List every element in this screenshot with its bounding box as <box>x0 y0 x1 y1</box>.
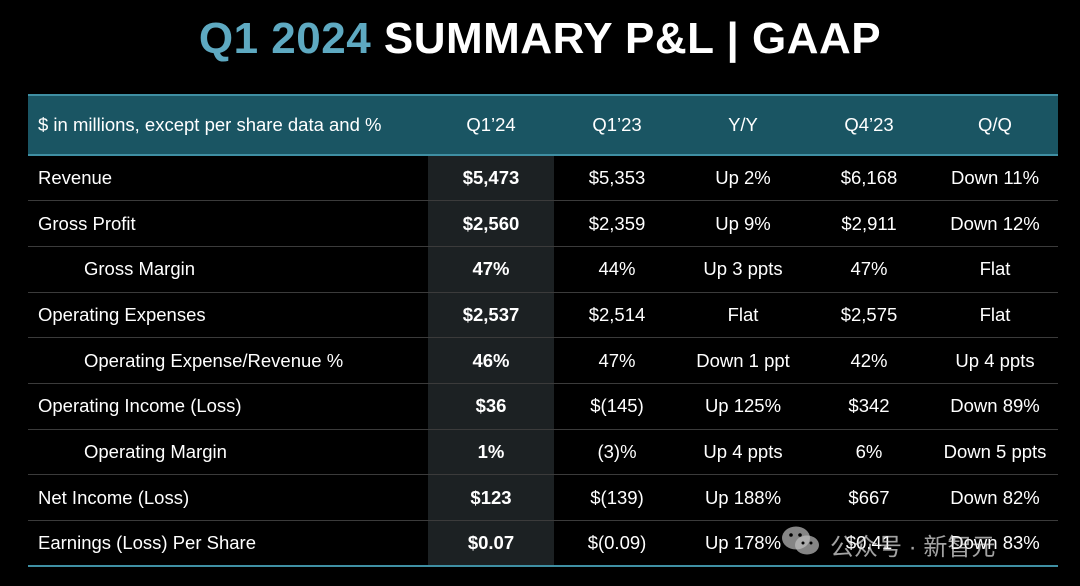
table-row: Revenue $5,473 $5,353 Up 2% $6,168 Down … <box>28 155 1058 202</box>
cell-q4-23: $2,575 <box>806 292 932 339</box>
title-period: Q1 2024 <box>198 14 372 63</box>
cell-q1-24: 1% <box>428 429 554 476</box>
cell-q1-23: $(0.09) <box>554 520 680 568</box>
cell-qq: Down 12% <box>932 200 1058 247</box>
cell-q1-23: 47% <box>554 337 680 384</box>
wechat-icon <box>780 523 822 566</box>
cell-yy: Up 9% <box>680 200 806 247</box>
cell-q1-23: (3)% <box>554 429 680 476</box>
cell-q4-23: 47% <box>806 246 932 293</box>
cell-q4-23: $0.41 <box>806 520 932 568</box>
cell-yy: Down 1 ppt <box>680 337 806 384</box>
cell-q4-23: 42% <box>806 337 932 384</box>
cell-yy: Flat <box>680 292 806 339</box>
table-row: Gross Profit $2,560 $2,359 Up 9% $2,911 … <box>28 200 1058 247</box>
cell-qq: Down 82% <box>932 474 1058 521</box>
cell-q1-24: 47% <box>428 246 554 293</box>
row-label: Earnings (Loss) Per Share <box>28 520 428 568</box>
cell-qq: Down 11% <box>932 155 1058 202</box>
watermark: 公众号 · 新智元 <box>780 524 995 564</box>
table-header-row: $ in millions, except per share data and… <box>28 94 1058 156</box>
row-label: Gross Margin <box>28 246 428 293</box>
row-label: Gross Profit <box>28 200 428 247</box>
cell-q1-24: $2,537 <box>428 292 554 339</box>
cell-qq: Down 5 ppts <box>932 429 1058 476</box>
column-header-q1-23: Q1’23 <box>554 94 680 156</box>
cell-q1-24: 46% <box>428 337 554 384</box>
cell-q4-23: $667 <box>806 474 932 521</box>
cell-q4-23: 6% <box>806 429 932 476</box>
cell-q1-24: $36 <box>428 383 554 430</box>
table-row: Operating Margin 1% (3)% Up 4 ppts 6% Do… <box>28 429 1058 476</box>
table-row: Operating Income (Loss) $36 $(145) Up 12… <box>28 383 1058 430</box>
cell-yy: Up 4 ppts <box>680 429 806 476</box>
cell-yy: Up 2% <box>680 155 806 202</box>
cell-q1-23: $2,359 <box>554 200 680 247</box>
cell-q1-24: $123 <box>428 474 554 521</box>
cell-qq: Flat <box>932 246 1058 293</box>
cell-yy: Up 178% <box>680 520 806 568</box>
cell-q1-23: 44% <box>554 246 680 293</box>
row-label: Operating Expenses <box>28 292 428 339</box>
watermark-text: 公众号 · 新智元 <box>830 533 996 561</box>
cell-q1-23: $(139) <box>554 474 680 521</box>
cell-yy: Up 3 ppts <box>680 246 806 293</box>
cell-q1-23: $(145) <box>554 383 680 430</box>
cell-qq: Flat <box>932 292 1058 339</box>
row-label: Operating Income (Loss) <box>28 383 428 430</box>
table-row: Operating Expense/Revenue % 46% 47% Down… <box>28 337 1058 384</box>
column-header-q1-24: Q1’24 <box>428 94 554 156</box>
cell-q1-23: $5,353 <box>554 155 680 202</box>
row-label: Net Income (Loss) <box>28 474 428 521</box>
page-title: Q1 2024 SUMMARY P&L | GAAP <box>0 14 1080 64</box>
cell-q1-24: $5,473 <box>428 155 554 202</box>
row-label: Operating Margin <box>28 429 428 476</box>
cell-q1-24: $0.07 <box>428 520 554 568</box>
cell-q1-24: $2,560 <box>428 200 554 247</box>
column-header-qq: Q/Q <box>932 94 1058 156</box>
column-header-q4-23: Q4’23 <box>806 94 932 156</box>
cell-qq: Down 89% <box>932 383 1058 430</box>
table-row: Operating Expenses $2,537 $2,514 Flat $2… <box>28 292 1058 339</box>
cell-yy: Up 125% <box>680 383 806 430</box>
row-label: Operating Expense/Revenue % <box>28 337 428 384</box>
title-subject: SUMMARY P&L | GAAP <box>383 14 882 63</box>
row-label: Revenue <box>28 155 428 202</box>
cell-yy: Up 188% <box>680 474 806 521</box>
table-row: Net Income (Loss) $123 $(139) Up 188% $6… <box>28 474 1058 521</box>
column-header-yy: Y/Y <box>680 94 806 156</box>
cell-qq: Up 4 ppts <box>932 337 1058 384</box>
cell-qq: Down 83% <box>932 520 1058 568</box>
pnl-table: $ in millions, except per share data and… <box>28 94 1058 568</box>
table-row: Gross Margin 47% 44% Up 3 ppts 47% Flat <box>28 246 1058 293</box>
cell-q4-23: $2,911 <box>806 200 932 247</box>
cell-q4-23: $342 <box>806 383 932 430</box>
cell-q4-23: $6,168 <box>806 155 932 202</box>
cell-q1-23: $2,514 <box>554 292 680 339</box>
column-header-label: $ in millions, except per share data and… <box>28 94 428 156</box>
table-row: Earnings (Loss) Per Share $0.07 $(0.09) … <box>28 520 1058 568</box>
